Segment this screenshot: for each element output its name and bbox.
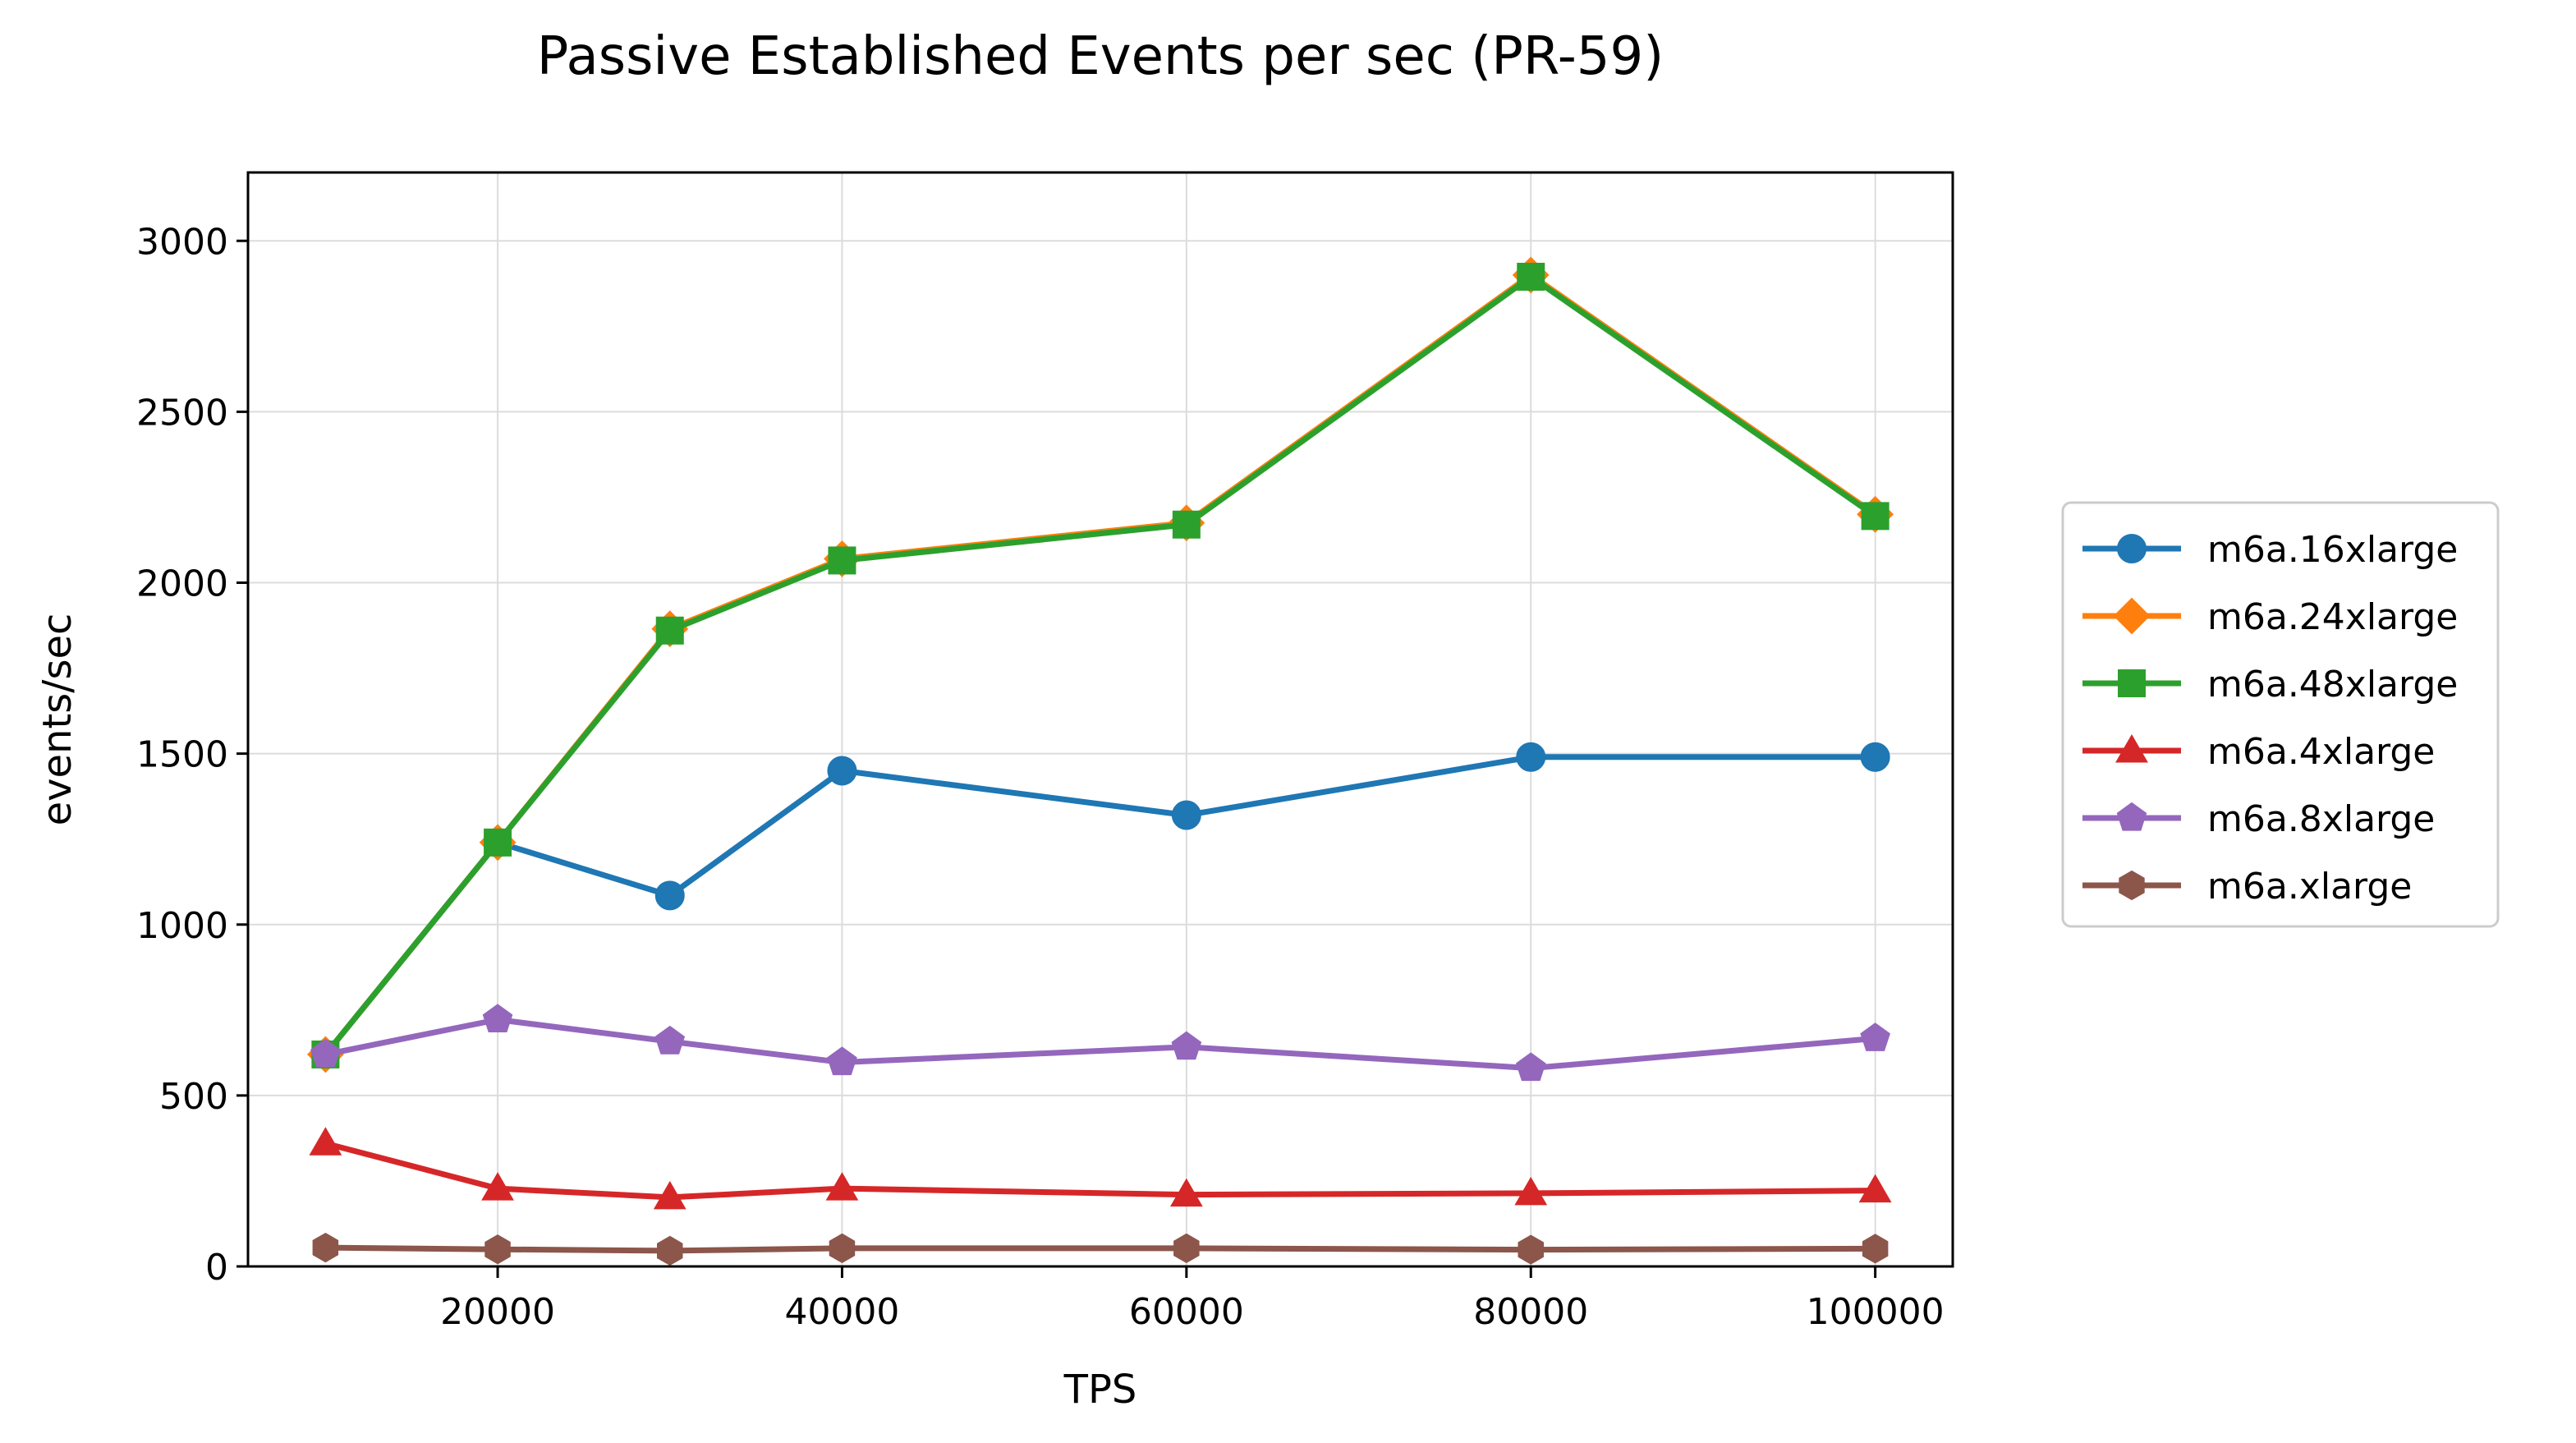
legend-swatch-marker (2113, 597, 2151, 635)
legend-item: m6a.16xlarge (2082, 529, 2458, 571)
legend-item: m6a.8xlarge (2082, 798, 2435, 840)
series-m6a.8xlarge (310, 1004, 1890, 1082)
x-tick-label: 80000 (1473, 1291, 1588, 1333)
series-m6a.xlarge (312, 1232, 1889, 1266)
data-point (1858, 1174, 1892, 1203)
x-tick-label: 100000 (1807, 1291, 1945, 1333)
legend-label: m6a.16xlarge (2207, 529, 2458, 571)
y-tick-label: 500 (159, 1076, 228, 1118)
data-point (481, 1172, 514, 1201)
data-point (1169, 1178, 1203, 1207)
series-line (322, 1244, 1879, 1254)
legend-item: m6a.48xlarge (2082, 664, 2458, 705)
series-m6a.4xlarge (309, 1127, 1892, 1210)
data-point (1862, 1234, 1889, 1264)
y-axis-label: events/sec (34, 614, 80, 826)
legend-swatch-marker (2115, 734, 2148, 763)
data-point (310, 1038, 341, 1068)
y-tick-label: 2000 (136, 563, 228, 605)
x-axis: 20000 40000 60000 80000 100000 (440, 1266, 1945, 1333)
data-point (825, 1172, 859, 1201)
data-point (1171, 800, 1201, 830)
data-point (1172, 510, 1201, 539)
data-point (484, 828, 512, 857)
data-point (1860, 742, 1890, 772)
legend-swatch-marker (2118, 669, 2146, 697)
data-point (653, 1180, 686, 1210)
legend-swatch-marker (2116, 802, 2147, 831)
data-point (1515, 1052, 1546, 1082)
legend-label: m6a.24xlarge (2207, 596, 2458, 638)
legend-label: m6a.8xlarge (2207, 798, 2435, 840)
x-tick-label: 20000 (440, 1291, 555, 1333)
data-point (1516, 742, 1546, 772)
data-point (1173, 1233, 1200, 1264)
y-axis: 0 500 1000 1500 2000 2500 3000 (136, 221, 248, 1289)
data-point (482, 1004, 513, 1032)
legend-item: m6a.xlarge (2082, 866, 2412, 908)
chart-title: Passive Established Events per sec (PR-5… (537, 26, 1664, 87)
y-tick-label: 0 (205, 1247, 228, 1289)
y-tick-label: 1500 (136, 734, 228, 776)
data-point (484, 1234, 511, 1265)
data-point (1514, 1176, 1548, 1206)
y-tick-label: 1000 (136, 905, 228, 947)
data-point (312, 1232, 339, 1263)
x-axis-label: TPS (1063, 1367, 1137, 1413)
data-point (1171, 1031, 1202, 1060)
legend-item: m6a.4xlarge (2082, 731, 2435, 773)
data-point (1860, 1023, 1890, 1051)
data-point (654, 880, 685, 911)
data-point (827, 1046, 857, 1076)
data-point (1517, 262, 1545, 291)
legend: m6a.16xlarge m6a.24xlarge m6a.48xlarge m6a.… (2061, 501, 2500, 928)
data-point (654, 1025, 686, 1055)
data-point (657, 1235, 683, 1266)
series-layer (306, 256, 1894, 1266)
legend-swatch-marker (2117, 534, 2147, 563)
data-point (1861, 502, 1890, 531)
data-point (1518, 1234, 1544, 1265)
data-point (827, 756, 857, 786)
legend-label: m6a.48xlarge (2207, 664, 2458, 705)
plot-frame (246, 171, 1954, 1268)
x-tick-label: 60000 (1129, 1291, 1244, 1333)
data-point (655, 616, 684, 645)
legend-swatch-marker (2119, 870, 2145, 901)
data-point (829, 1233, 856, 1264)
x-tick-label: 40000 (784, 1291, 899, 1333)
legend-label: m6a.4xlarge (2207, 731, 2435, 773)
y-tick-label: 3000 (136, 221, 228, 263)
data-point (309, 1127, 342, 1156)
legend-item: m6a.24xlarge (2082, 596, 2458, 638)
legend-label: m6a.xlarge (2207, 866, 2412, 908)
grid (248, 172, 1953, 1267)
data-point (828, 546, 856, 575)
y-tick-label: 2500 (136, 392, 228, 434)
